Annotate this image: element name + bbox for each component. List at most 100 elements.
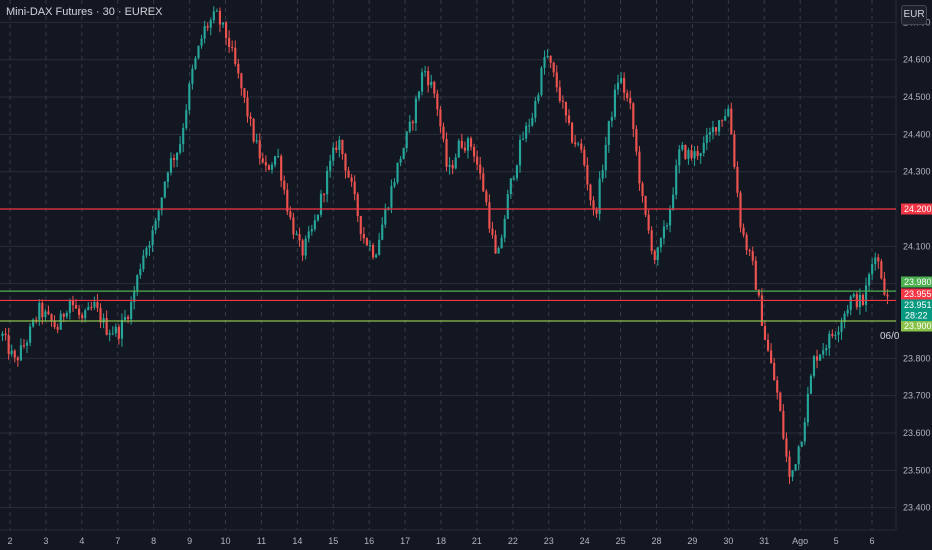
- candle-body: [886, 294, 889, 297]
- countdown-tag: [901, 310, 932, 321]
- y-tick-label: 23.700: [903, 391, 931, 401]
- candle-body: [727, 108, 730, 117]
- y-tick-label: 23.400: [903, 503, 931, 513]
- candle-body: [1, 333, 4, 336]
- candle-body: [503, 219, 506, 238]
- candle-body: [770, 350, 773, 363]
- candle-body: [766, 339, 770, 351]
- candle-body: [335, 147, 338, 150]
- candle-body: [74, 304, 78, 309]
- candle-body: [142, 255, 145, 270]
- y-tick-label: 24.500: [903, 92, 931, 102]
- candle-body: [736, 166, 739, 193]
- x-tick-label: 9: [187, 536, 192, 546]
- candle-body: [277, 156, 280, 158]
- y-tick-label: 23.500: [903, 465, 931, 475]
- candle-body: [788, 456, 791, 477]
- candle-body: [114, 326, 117, 334]
- candle-body: [378, 239, 381, 255]
- candle-body: [463, 147, 466, 151]
- candle-body: [668, 208, 672, 226]
- candle-body: [32, 319, 35, 327]
- candle-body: [71, 300, 75, 305]
- candle-body: [442, 126, 445, 140]
- candle-body: [310, 229, 313, 232]
- candle-body: [166, 172, 169, 182]
- price-tag: [901, 203, 932, 215]
- candle-body: [574, 142, 577, 145]
- candle-body: [549, 56, 552, 63]
- candle-body: [531, 117, 534, 126]
- candle-body: [797, 446, 800, 465]
- candle-body: [19, 345, 22, 361]
- candle-body: [252, 118, 255, 142]
- candle-body: [341, 139, 344, 155]
- candle-body: [191, 68, 194, 84]
- candle-body: [326, 170, 329, 195]
- x-tick-label: Ago: [792, 536, 808, 546]
- candle-body: [828, 333, 831, 349]
- candle-body: [476, 156, 479, 165]
- candle-body: [757, 289, 760, 296]
- candle-body: [10, 350, 13, 354]
- candle-body: [56, 327, 59, 330]
- candle-body: [776, 380, 779, 393]
- candle-body: [273, 156, 277, 165]
- candle-body: [414, 98, 417, 124]
- candle-body: [270, 164, 274, 170]
- candle-body: [344, 154, 347, 171]
- candle-body: [292, 217, 295, 235]
- candle-body: [540, 67, 543, 96]
- candle-body: [543, 57, 546, 68]
- candle-body: [785, 438, 788, 457]
- symbol-title[interactable]: Mini-DAX Futures · 30 · EUREX: [6, 6, 163, 18]
- candle-body: [209, 20, 212, 28]
- candle-body: [846, 309, 849, 314]
- candle-body: [791, 470, 794, 477]
- candle-body: [59, 313, 62, 330]
- candle-body: [806, 393, 809, 423]
- candle-body: [809, 375, 812, 394]
- candle-body: [595, 209, 598, 214]
- candle-body: [647, 214, 650, 231]
- candle-body: [877, 257, 880, 262]
- candle-body: [298, 234, 301, 241]
- x-tick-label: 25: [616, 536, 626, 546]
- candle-body: [868, 274, 871, 286]
- candle-body: [724, 116, 727, 121]
- candle-body: [221, 22, 225, 25]
- candle-body: [659, 238, 662, 248]
- candle-body: [571, 122, 574, 143]
- candle-body: [84, 310, 87, 319]
- candle-body: [552, 62, 555, 73]
- candle-body: [148, 245, 151, 249]
- candle-body: [81, 315, 84, 319]
- candle-body: [534, 101, 537, 118]
- candle-body: [237, 63, 240, 74]
- candle-body: [745, 234, 748, 250]
- candle-body: [264, 162, 267, 166]
- candle-body: [537, 95, 540, 102]
- candle-body: [390, 186, 393, 208]
- candle-body: [283, 180, 286, 190]
- candle-body: [350, 177, 353, 182]
- candle-body: [62, 313, 65, 317]
- candle-body: [289, 211, 292, 218]
- candle-body: [506, 194, 509, 220]
- candle-body: [751, 251, 754, 261]
- x-tick-label: 7: [115, 536, 120, 546]
- candle-body: [632, 103, 635, 129]
- candle-body: [313, 220, 316, 230]
- currency-button[interactable]: EUR: [901, 5, 927, 25]
- countdown-label: 28:22: [905, 311, 928, 321]
- candle-body: [179, 144, 182, 153]
- candle-body: [730, 108, 733, 135]
- candle-body: [635, 128, 638, 152]
- candle-body: [466, 138, 470, 151]
- candle-body: [338, 139, 341, 150]
- candle-body: [424, 71, 427, 73]
- candle-body: [133, 291, 136, 302]
